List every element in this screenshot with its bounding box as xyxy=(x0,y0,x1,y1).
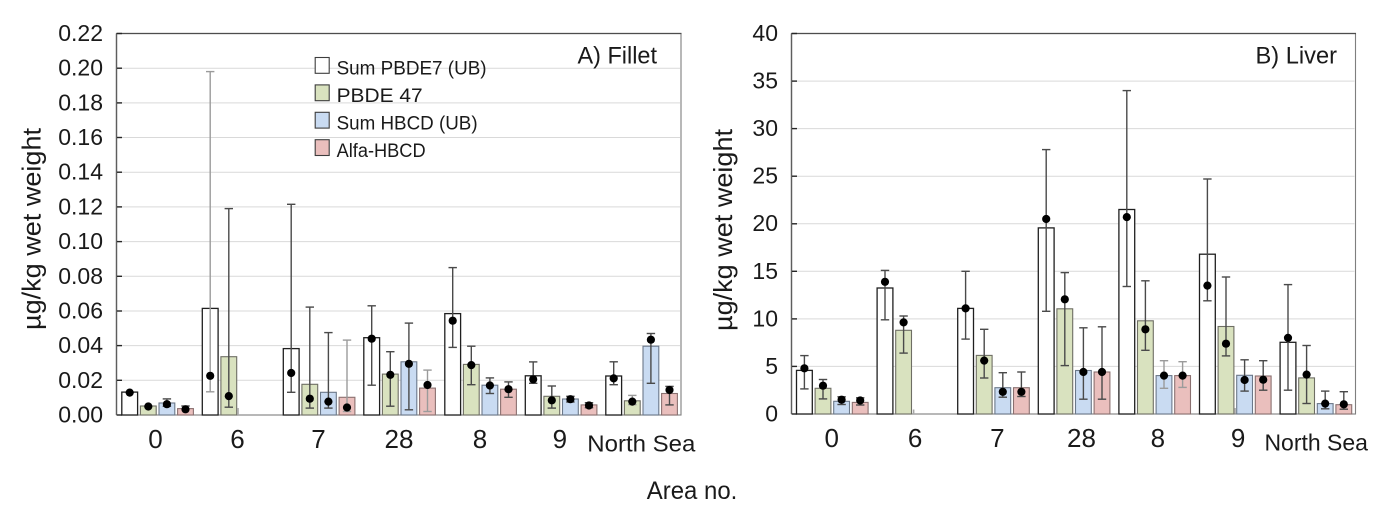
svg-text:0.12: 0.12 xyxy=(58,193,103,219)
svg-text:0.04: 0.04 xyxy=(58,332,103,358)
svg-text:28: 28 xyxy=(385,424,414,454)
svg-text:6: 6 xyxy=(908,423,922,453)
svg-text:9: 9 xyxy=(553,424,567,454)
svg-text:0.02: 0.02 xyxy=(58,367,103,393)
svg-text:9: 9 xyxy=(1231,423,1245,453)
svg-text:0.06: 0.06 xyxy=(58,298,103,324)
svg-text:25: 25 xyxy=(752,163,778,189)
svg-text:North Sea: North Sea xyxy=(1264,429,1368,455)
svg-text:0.16: 0.16 xyxy=(58,124,103,150)
svg-text:35: 35 xyxy=(752,68,778,94)
svg-text:µg/kg wet weight: µg/kg wet weight xyxy=(17,127,47,330)
svg-text:0.10: 0.10 xyxy=(58,228,103,254)
svg-text:5: 5 xyxy=(765,353,778,379)
svg-text:7: 7 xyxy=(990,423,1004,453)
svg-text:µg/kg wet weight: µg/kg wet weight xyxy=(708,128,738,331)
svg-text:7: 7 xyxy=(311,424,325,454)
svg-text:6: 6 xyxy=(230,424,244,454)
svg-text:0.20: 0.20 xyxy=(58,55,103,81)
svg-text:15: 15 xyxy=(752,258,778,284)
svg-text:0.00: 0.00 xyxy=(58,402,103,428)
svg-text:0.22: 0.22 xyxy=(58,20,103,46)
svg-text:Sum PBDE7 (UB): Sum PBDE7 (UB) xyxy=(337,59,487,80)
svg-text:0.14: 0.14 xyxy=(58,159,103,185)
svg-text:40: 40 xyxy=(752,20,778,46)
svg-text:Sum HBCD (UB): Sum HBCD (UB) xyxy=(337,114,478,135)
svg-text:PBDE 47: PBDE 47 xyxy=(337,86,423,107)
svg-text:20: 20 xyxy=(752,210,778,236)
svg-text:8: 8 xyxy=(473,424,487,454)
svg-text:0: 0 xyxy=(148,424,162,454)
svg-text:28: 28 xyxy=(1067,423,1096,453)
svg-text:10: 10 xyxy=(752,305,778,331)
svg-text:A) Fillet: A) Fillet xyxy=(578,43,658,70)
svg-text:Area no.: Area no. xyxy=(647,477,738,505)
svg-text:North Sea: North Sea xyxy=(587,430,696,456)
svg-text:B) Liver: B) Liver xyxy=(1256,42,1338,69)
svg-text:Alfa-HBCD: Alfa-HBCD xyxy=(337,141,426,162)
svg-text:0: 0 xyxy=(824,423,838,453)
svg-text:0: 0 xyxy=(765,401,778,427)
svg-text:0.18: 0.18 xyxy=(58,89,103,115)
svg-text:30: 30 xyxy=(752,115,778,141)
svg-text:0.08: 0.08 xyxy=(58,263,103,289)
svg-text:8: 8 xyxy=(1151,423,1165,453)
